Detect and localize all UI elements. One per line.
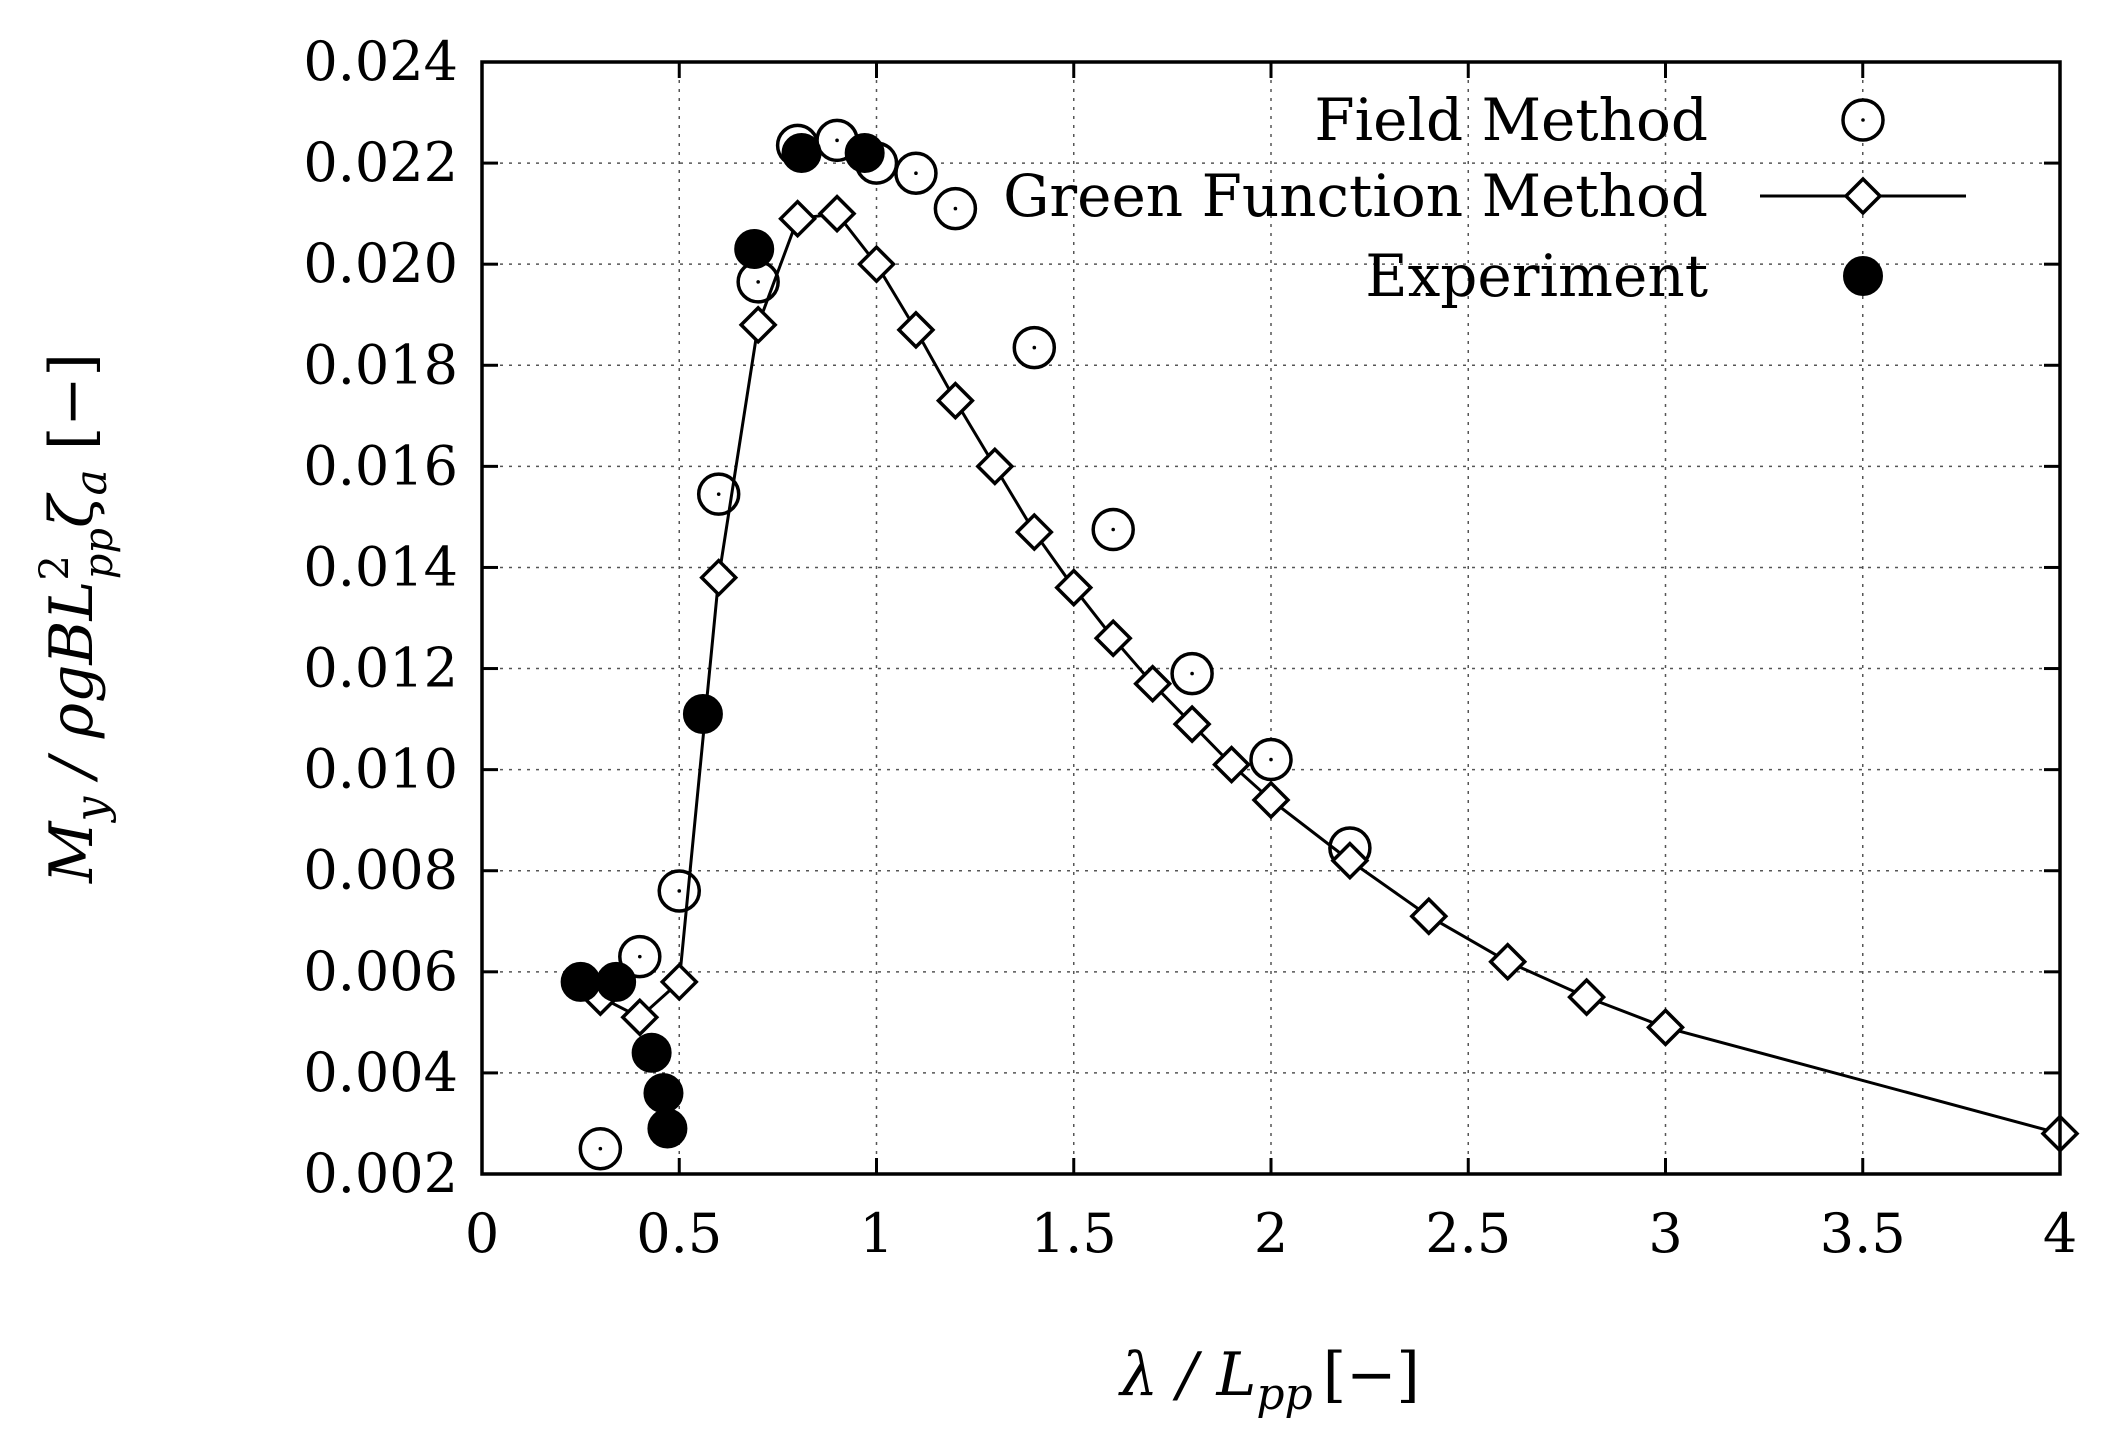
data-point [620, 997, 660, 1037]
y-tick-label: 0.002 [303, 1142, 458, 1205]
data-point [896, 310, 936, 350]
data-point [1646, 1007, 1685, 1047]
data-point [659, 962, 699, 1002]
data-point [1133, 664, 1173, 704]
data-point [1330, 841, 1370, 881]
x-tick-label: 1.5 [1031, 1202, 1117, 1265]
y-tick-label: 0.006 [303, 940, 458, 1003]
data-point-dot [914, 171, 918, 175]
series-open-diamond [580, 194, 2080, 1154]
legend: Field Method Green Function Method Experim… [1003, 86, 1966, 310]
x-tick-label: 1 [859, 1202, 893, 1265]
y-tick-label: 0.014 [303, 535, 458, 598]
data-point [643, 1073, 684, 1114]
data-point-dot [598, 1146, 603, 1151]
y-tick-label: 0.024 [303, 30, 458, 93]
y-tick-label: 0.018 [303, 333, 458, 396]
data-point [1488, 942, 1528, 982]
data-point-dot [1190, 671, 1194, 676]
data-point [738, 305, 778, 345]
data-point [817, 194, 857, 234]
data-point [682, 694, 723, 735]
x-tick-label: 3 [1648, 1202, 1682, 1265]
data-point-dot [1269, 757, 1273, 762]
data-point [935, 381, 975, 421]
data-point [1054, 568, 1094, 608]
data-point-dot [953, 206, 958, 211]
tick-layer: 0 0.5 1 1.5 2 2.5 3 3.5 4 0.002 0.004 0.006 0.008 0.0… [303, 30, 2077, 1265]
data-point [560, 961, 601, 1002]
legend-marker [1843, 176, 1883, 216]
legend-label: Green Function Method [1003, 162, 1708, 230]
data-point [975, 446, 1015, 486]
data-point-dot [835, 138, 839, 143]
data-point [1014, 512, 1054, 552]
data-point [631, 1032, 672, 1073]
legend-item: Green Function Method [1003, 162, 1966, 230]
x-tick-label: 2 [1254, 1202, 1288, 1265]
x-tick-label: 0 [465, 1202, 499, 1265]
data-point [647, 1108, 688, 1149]
legend-item: Field Method [1314, 86, 1885, 154]
data-point [699, 558, 739, 598]
data-point-dot [716, 492, 721, 496]
y-tick-label: 0.012 [303, 637, 458, 700]
data-point [778, 199, 818, 239]
y-tick-label: 0.022 [303, 131, 458, 194]
y-axis-label: My / ρgBL2ppζa [−] [32, 353, 122, 884]
series-filled-circle [560, 132, 885, 1149]
data-point [1093, 618, 1133, 658]
data-point-dot [1111, 527, 1115, 532]
series-layer [560, 118, 2080, 1171]
x-tick-label: 0.5 [636, 1202, 722, 1265]
x-tick-label: 3.5 [1820, 1202, 1906, 1265]
series-open-circle [578, 118, 1372, 1171]
legend-marker-dot [1861, 118, 1865, 122]
data-point [1172, 704, 1212, 744]
legend-item: Experiment [1365, 242, 1883, 310]
series-line [599, 212, 2061, 1136]
data-point [1212, 745, 1252, 785]
y-tick-label: 0.004 [303, 1041, 458, 1104]
legend-label: Experiment [1365, 242, 1708, 310]
data-point-dot [1032, 345, 1037, 350]
x-tick-label: 4 [2043, 1202, 2077, 1265]
legend-marker [1843, 256, 1883, 296]
data-point [734, 229, 775, 270]
x-tick-label: 2.5 [1425, 1202, 1511, 1265]
data-point-dot [756, 280, 760, 284]
data-point [844, 132, 885, 173]
data-point [1567, 977, 1607, 1017]
y-tick-label: 0.020 [303, 232, 458, 295]
data-point [1251, 780, 1291, 820]
data-point [781, 132, 822, 173]
data-point [857, 244, 896, 284]
data-point [1409, 896, 1449, 936]
legend-label: Field Method [1314, 86, 1708, 154]
data-point-dot [677, 889, 682, 893]
data-point-dot [638, 954, 642, 959]
x-axis-label: λ / Lpp [−] [1118, 1340, 1420, 1420]
data-point [596, 961, 637, 1002]
y-tick-label: 0.016 [303, 434, 458, 497]
y-tick-label: 0.010 [303, 738, 458, 801]
y-tick-label: 0.008 [303, 839, 458, 902]
